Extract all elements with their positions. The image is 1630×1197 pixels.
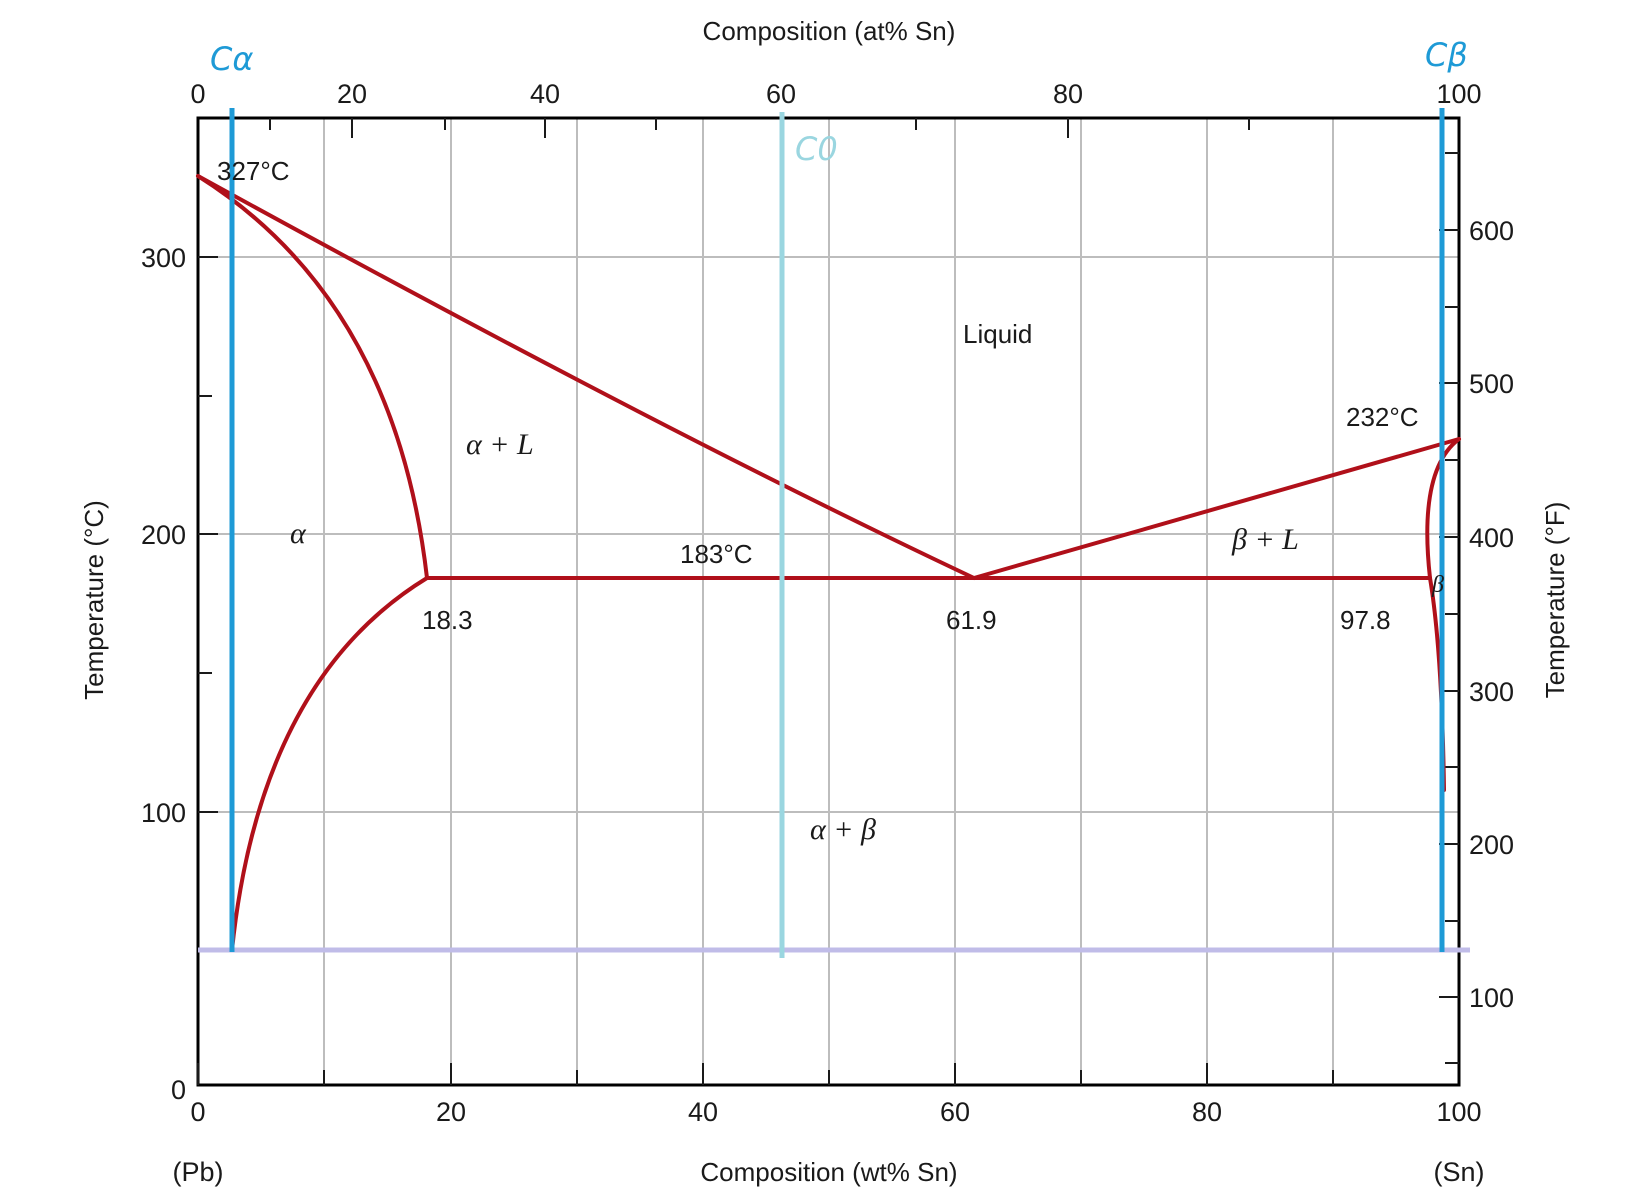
- bottom-axis-title: Composition (wt% Sn): [700, 1157, 957, 1187]
- phase-boundaries: [196, 174, 1461, 952]
- right-tick-label: 300: [1469, 677, 1514, 707]
- beta-liquid-region-label: β + L: [1231, 523, 1299, 556]
- c0-handwritten: C0: [795, 130, 838, 168]
- top-tick-label: 60: [766, 79, 796, 109]
- top-tick-label: 80: [1053, 79, 1083, 109]
- alpha-beta-region-label: α + β: [810, 813, 876, 846]
- bottom-tick-label: 100: [1436, 1097, 1481, 1127]
- left-tick-label: 100: [141, 798, 186, 828]
- left-tick-labels: 0 100 200 300: [141, 243, 186, 1105]
- right-tick-label: 400: [1469, 523, 1514, 553]
- bottom-tick-label: 80: [1192, 1097, 1222, 1127]
- top-tick-labels: 0 20 40 60 80 100: [190, 79, 1481, 109]
- liquid-region-label: Liquid: [963, 319, 1032, 349]
- right-tick-label: 500: [1469, 369, 1514, 399]
- bottom-tick-labels: 0 20 40 60 80 100: [190, 1097, 1481, 1127]
- right-axis-title: Temperature (°F): [1540, 502, 1570, 699]
- grid: [198, 118, 1459, 1085]
- liquidus-right: [972, 437, 1461, 580]
- right-tick-labels: 100 200 300 400 500 600: [1469, 216, 1514, 1013]
- solidus-beta: [1425, 437, 1461, 580]
- pb-melting-point-label: 327°C: [217, 156, 290, 186]
- right-tick-label: 200: [1469, 830, 1514, 860]
- eutectic-composition-label: 61.9: [946, 605, 997, 635]
- top-axis-title: Composition (at% Sn): [703, 16, 956, 46]
- top-tick-label: 40: [530, 79, 560, 109]
- top-tick-label: 0: [190, 79, 205, 109]
- solidus-alpha: [196, 174, 429, 580]
- eutectic-temperature-label: 183°C: [680, 539, 753, 569]
- sn-label: (Sn): [1433, 1157, 1484, 1187]
- beta-region-label: β: [1431, 572, 1444, 598]
- top-tick-label: 100: [1436, 79, 1481, 109]
- left-tick-label: 200: [141, 520, 186, 550]
- pb-label: (Pb): [172, 1157, 223, 1187]
- bottom-tick-label: 40: [688, 1097, 718, 1127]
- liquidus-left: [196, 174, 976, 580]
- bottom-tick-label: 20: [436, 1097, 466, 1127]
- sn-melting-point-label: 232°C: [1346, 402, 1419, 432]
- bottom-tick-label: 0: [190, 1097, 205, 1127]
- left-tick-label: 300: [141, 243, 186, 273]
- alpha-liquid-region-label: α + L: [466, 428, 534, 461]
- right-tick-label: 600: [1469, 216, 1514, 246]
- left-tick-label: 0: [171, 1075, 186, 1105]
- bottom-tick-label: 60: [940, 1097, 970, 1127]
- solvus-alpha: [230, 576, 429, 952]
- left-axis-title: Temperature (°C): [79, 500, 109, 700]
- beta-composition-label: 97.8: [1340, 605, 1391, 635]
- top-tick-label: 20: [337, 79, 367, 109]
- right-tick-label: 100: [1469, 983, 1514, 1013]
- c-alpha-handwritten: Cα: [210, 40, 253, 78]
- alpha-composition-label: 18.3: [422, 605, 473, 635]
- c-beta-handwritten: Cβ: [1425, 36, 1468, 74]
- alpha-region-label: α: [290, 517, 307, 550]
